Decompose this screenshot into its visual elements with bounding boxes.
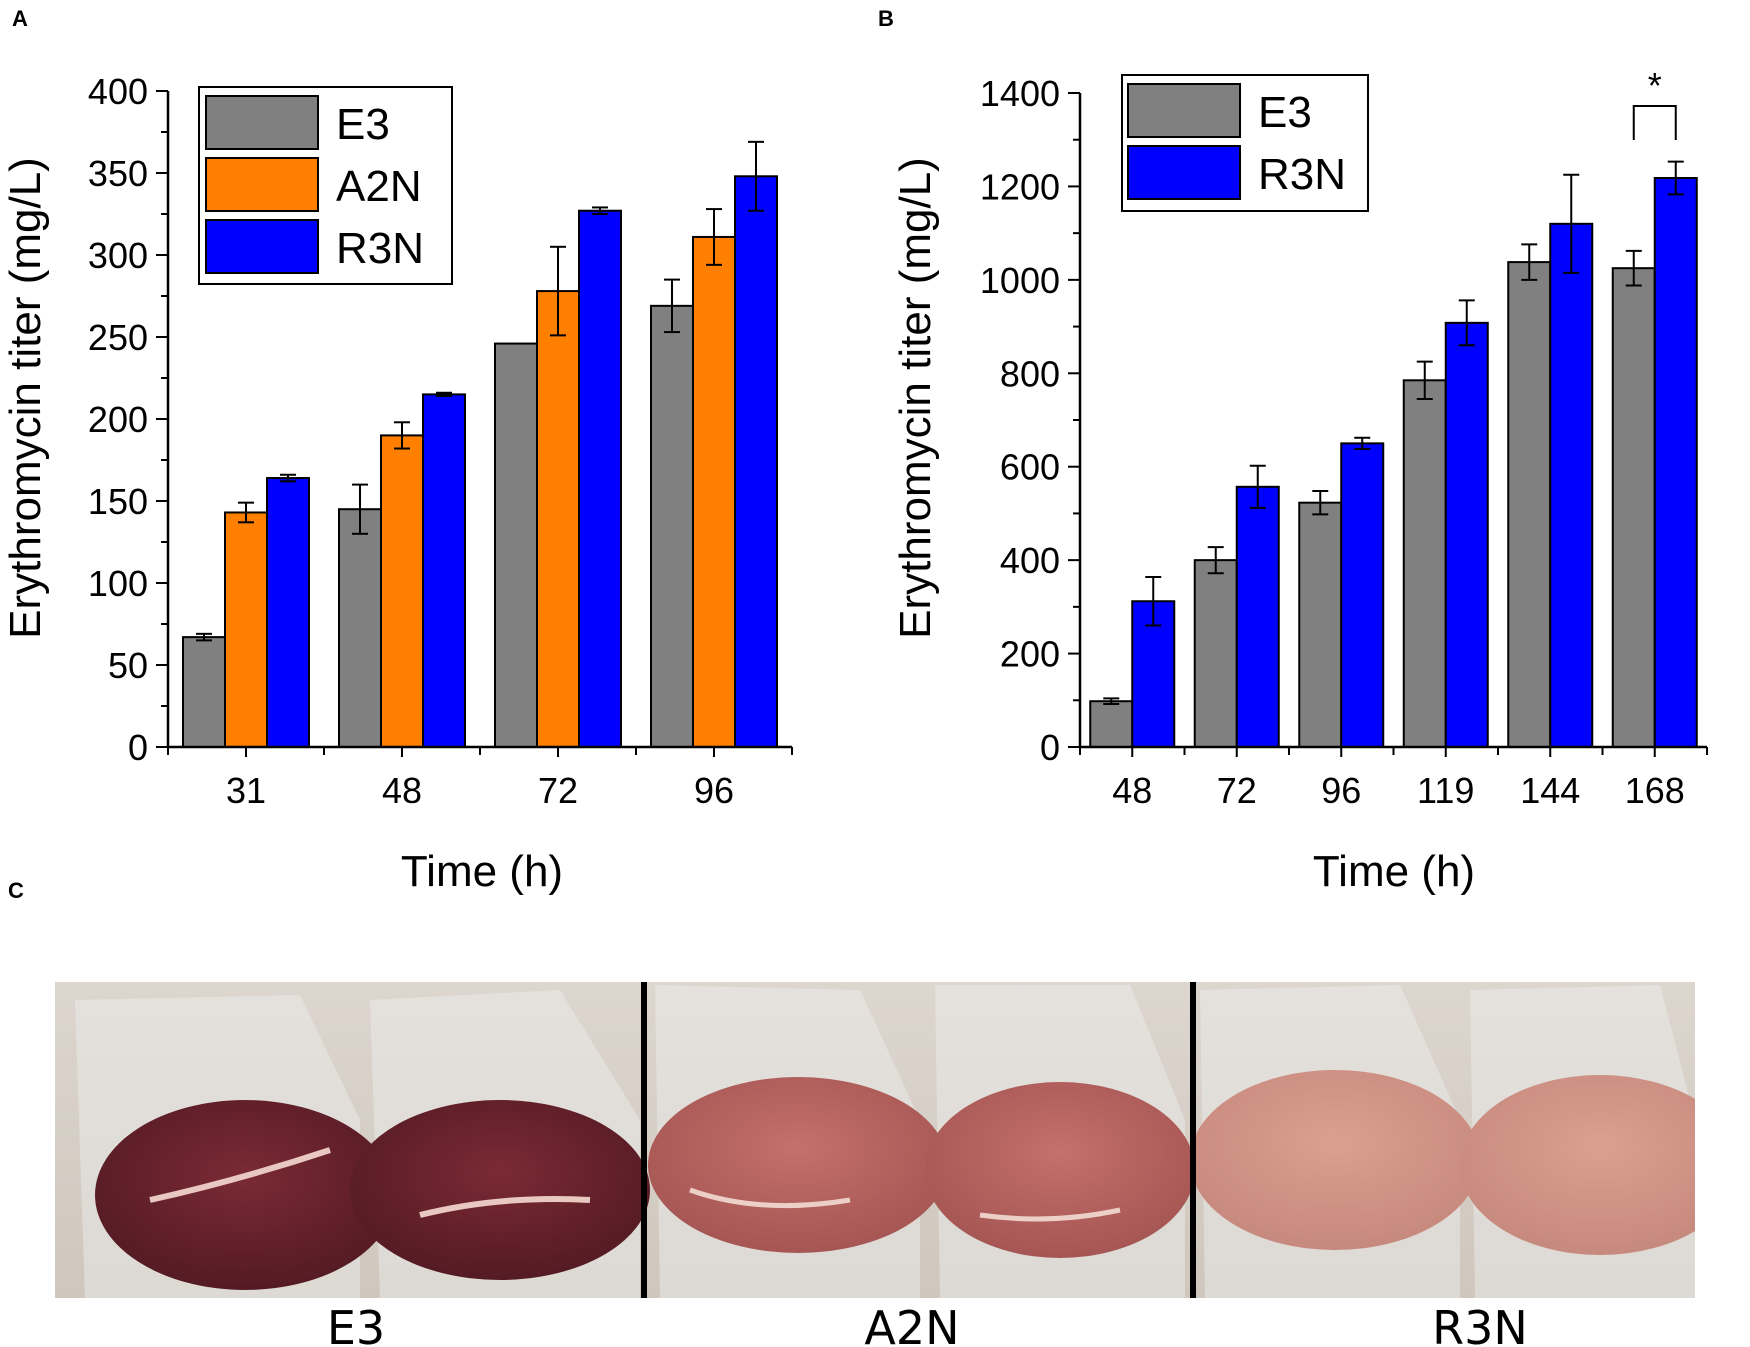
- x-tick-label-96: 96: [1321, 770, 1361, 811]
- y-tick-label-800: 800: [1000, 353, 1060, 394]
- bar-e3-168: [1611, 267, 1656, 748]
- panel-label-c: C: [8, 878, 24, 903]
- chart-a-y-axis-title: Erythromycin titer (mg/L): [1, 157, 50, 639]
- chart-b-y-axis-title: Erythromycin titer (mg/L): [891, 157, 940, 639]
- chart-a-legend-label-a2n: A2N: [336, 162, 422, 211]
- chart-a-bars: [182, 175, 778, 749]
- flask-r3n-right: [1460, 985, 1695, 1298]
- photo-label-a2n: A2N: [864, 1301, 959, 1347]
- chart-a-error-bars: [196, 140, 764, 642]
- flask-e3-right: [350, 990, 650, 1298]
- bar-a2n-31: [224, 511, 268, 748]
- bar-e3-96: [1298, 501, 1343, 749]
- y-tick-label-150: 150: [88, 481, 148, 522]
- bar-r3n-119: [1444, 321, 1489, 748]
- y-tick-label-200: 200: [1000, 634, 1060, 675]
- chart-a-legend-swatch-e3: [205, 95, 319, 150]
- significance-bracket-line: [1632, 105, 1677, 140]
- flask-e3-left: [75, 995, 395, 1298]
- y-tick-label-350: 350: [88, 153, 148, 194]
- chart-a-x-axis-title: Time (h): [401, 847, 563, 896]
- chart-a-legend-label-e3: E3: [336, 100, 390, 149]
- chart-a: 31 48 72 96 0 50 100 150 200 250 300 350 400 Time (h…: [1, 71, 793, 896]
- y-tick-label-100: 100: [88, 563, 148, 604]
- bar-r3n-72: [1235, 485, 1280, 748]
- bar-e3-144: [1507, 261, 1552, 748]
- chart-a-legend-label-r3n: R3N: [336, 224, 424, 273]
- photo-label-r3n: R3N: [1432, 1301, 1528, 1347]
- bar-a2n-96: [692, 235, 736, 749]
- bar-r3n-72: [578, 209, 622, 749]
- bar-e3-119: [1402, 379, 1447, 748]
- bar-r3n-144: [1549, 222, 1594, 749]
- y-tick-label-600: 600: [1000, 447, 1060, 488]
- bar-e3-72: [1193, 559, 1238, 749]
- chart-b-legend-swatch-r3n: [1127, 145, 1241, 200]
- y-tick-label-200: 200: [88, 399, 148, 440]
- chart-b-bars: [1089, 177, 1698, 749]
- chart-b: 48 72 96 119 144 168 0 200 400 600 800 1000 1200 1400…: [891, 65, 1708, 896]
- y-tick-label-300: 300: [88, 235, 148, 276]
- y-tick-label-400: 400: [1000, 540, 1060, 581]
- chart-b-legend-swatch-e3: [1127, 83, 1241, 138]
- bar-r3n-96: [1340, 442, 1385, 748]
- chart-a-axes: 31 48 72 96 0 50 100 150 200 250 300 350 400: [88, 71, 793, 811]
- flask-photo: E3 A2N R3N: [55, 982, 1695, 1347]
- flask-a2n-right: [925, 985, 1195, 1298]
- significance-star: *: [1648, 65, 1662, 106]
- panel-label-b: B: [878, 6, 894, 31]
- y-tick-label-1200: 1200: [980, 166, 1060, 207]
- x-tick-label-48: 48: [1112, 770, 1152, 811]
- photo-divider-1: [641, 982, 647, 1298]
- flask-a2n-left: [648, 985, 948, 1298]
- bar-e3-96: [650, 304, 694, 748]
- y-tick-label-1000: 1000: [980, 260, 1060, 301]
- chart-a-legend-swatch-r3n: [205, 219, 319, 274]
- y-tick-label-0: 0: [128, 727, 148, 768]
- chart-a-legend-swatch-a2n: [205, 157, 319, 212]
- bar-r3n-96: [734, 175, 778, 748]
- y-tick-label-50: 50: [108, 645, 148, 686]
- panel-label-a: A: [12, 6, 28, 31]
- x-tick-label-31: 31: [226, 770, 266, 811]
- photo-label-e3: E3: [327, 1301, 385, 1347]
- x-tick-label-72: 72: [538, 770, 578, 811]
- chart-a-legend: E3 A2N R3N: [198, 86, 453, 285]
- bar-e3-48: [1089, 700, 1134, 748]
- chart-b-legend-label-e3: E3: [1258, 88, 1312, 137]
- y-tick-label-0: 0: [1040, 727, 1060, 768]
- chart-b-significance-bracket: *: [1632, 65, 1677, 140]
- chart-b-legend-label-r3n: R3N: [1258, 150, 1346, 199]
- y-tick-label-1400: 1400: [980, 73, 1060, 114]
- x-tick-label-48: 48: [382, 770, 422, 811]
- bar-e3-31: [182, 636, 226, 748]
- bar-a2n-72: [536, 290, 580, 748]
- x-tick-label-144: 144: [1520, 770, 1580, 811]
- x-tick-label-72: 72: [1217, 770, 1257, 811]
- photo-divider-2: [1190, 982, 1196, 1298]
- bar-a2n-48: [380, 434, 424, 748]
- chart-b-x-axis-title: Time (h): [1313, 847, 1475, 896]
- chart-b-axes: 48 72 96 119 144 168 0 200 400 600 800 1000 1200 1400: [980, 73, 1708, 811]
- chart-b-error-bars: [1103, 160, 1684, 706]
- chart-b-legend: E3 R3N: [1121, 74, 1369, 212]
- bar-r3n-31: [266, 477, 310, 748]
- bar-r3n-48: [422, 393, 466, 748]
- y-tick-label-250: 250: [88, 317, 148, 358]
- flask-r3n-left: [1190, 985, 1480, 1298]
- y-tick-label-400: 400: [88, 71, 148, 112]
- bar-e3-72: [494, 342, 538, 748]
- x-tick-label-168: 168: [1625, 770, 1685, 811]
- bar-r3n-168: [1653, 177, 1698, 748]
- x-tick-label-96: 96: [694, 770, 734, 811]
- bar-e3-48: [338, 508, 382, 749]
- x-tick-label-119: 119: [1417, 770, 1474, 811]
